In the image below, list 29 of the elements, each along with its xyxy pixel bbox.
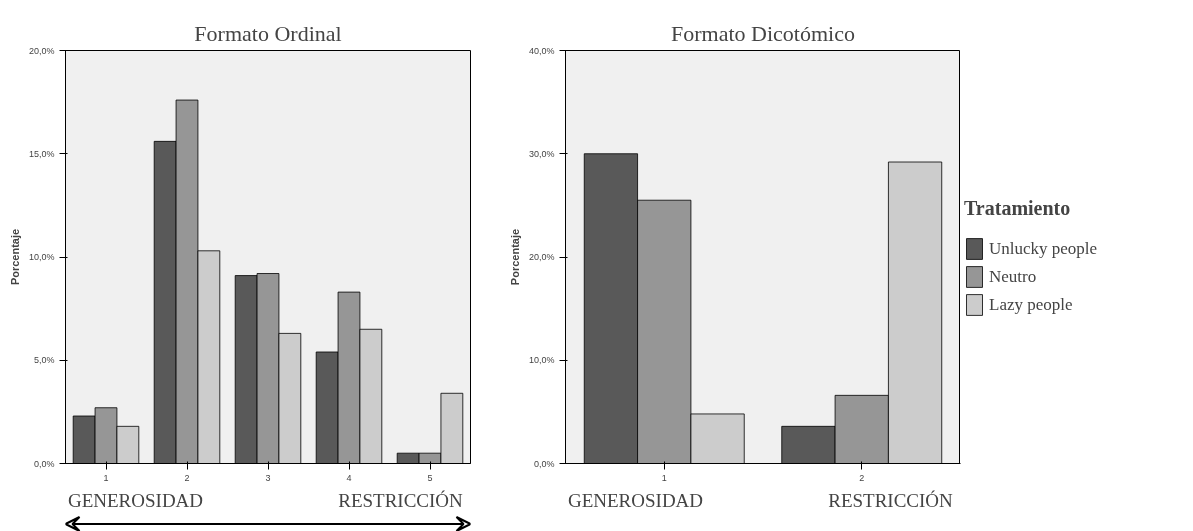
chart-title: Formato Ordinal bbox=[194, 20, 342, 46]
text: RESTRICCIÓN bbox=[338, 489, 464, 511]
y-tick-label: 10,0% bbox=[528, 355, 555, 366]
y-tick-label: 10,0% bbox=[28, 252, 55, 262]
text: GENEROSIDAD bbox=[567, 489, 704, 511]
x-tick-label: 4 bbox=[346, 472, 352, 483]
legend-title: Tratamiento bbox=[964, 196, 1072, 219]
x-tick-label: 1 bbox=[661, 472, 667, 483]
y-tick-label: 30,0% bbox=[528, 148, 555, 159]
x-tick-label: 5 bbox=[427, 472, 433, 483]
y-tick-label: 5,0% bbox=[33, 355, 55, 366]
y-tick-label: 20,0% bbox=[28, 45, 55, 56]
y-axis-title: Porcentaje bbox=[508, 228, 521, 286]
x-tick-label: 3 bbox=[265, 472, 271, 483]
y-axis-title: Porcentaje bbox=[8, 228, 21, 286]
y-tick-label: 40,0% bbox=[528, 45, 555, 56]
legend-label: Unlucky people bbox=[989, 238, 1098, 258]
y-tick-label: 15,0% bbox=[28, 148, 55, 159]
y-tick-label: 20,0% bbox=[528, 252, 555, 262]
text: RESTRICCIÓN bbox=[828, 489, 954, 511]
legend-label: Neutro bbox=[989, 266, 1037, 286]
y-tick-label: 0,0% bbox=[533, 458, 555, 469]
text: GENEROSIDAD bbox=[67, 489, 204, 511]
x-tick-label: 2 bbox=[184, 472, 190, 483]
y-tick-label: 0,0% bbox=[33, 458, 55, 469]
x-tick-label: 2 bbox=[859, 472, 865, 483]
legend-label: Lazy people bbox=[989, 294, 1073, 314]
x-tick-label: 1 bbox=[103, 472, 109, 483]
chart-title: Formato Dicotómico bbox=[671, 20, 855, 46]
